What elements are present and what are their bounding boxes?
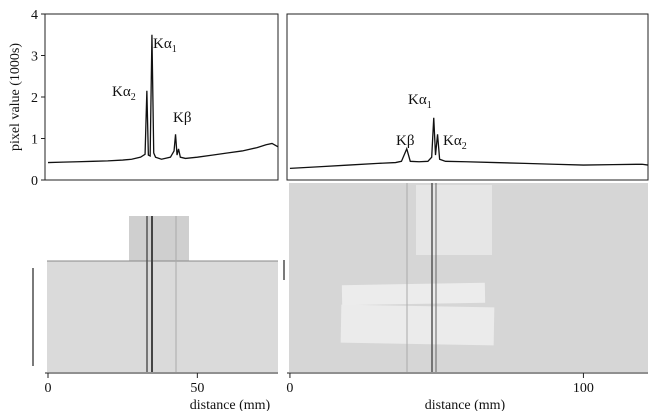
annotation-text: Kα xyxy=(408,92,427,108)
peak-annotation: Kβ xyxy=(396,133,414,149)
x-tick-label: 50 xyxy=(190,381,204,396)
image-block xyxy=(47,261,278,372)
annotation-subscript: 2 xyxy=(462,141,467,152)
peak-annotation: Kα2 xyxy=(443,133,467,152)
y-tick-label: 2 xyxy=(31,91,38,106)
x-tick-label: 0 xyxy=(286,381,293,396)
image-block xyxy=(341,282,486,306)
peak-annotation: Kα2 xyxy=(112,84,136,103)
image-block xyxy=(129,216,189,261)
right-detector-image xyxy=(289,183,648,372)
y-axis-label: pixel value (1000s) xyxy=(8,43,23,151)
y-tick-label: 3 xyxy=(31,50,38,65)
y-tick-label: 0 xyxy=(31,174,38,189)
image-block xyxy=(340,304,495,346)
plot-frame xyxy=(286,13,649,181)
x-axis-label: distance (mm) xyxy=(190,398,271,411)
x-axis-label: distance (mm) xyxy=(425,398,506,411)
annotation-subscript: 2 xyxy=(131,92,136,103)
annotation-text: Kα xyxy=(112,84,131,100)
annotation-text: Kβ xyxy=(173,110,191,126)
peak-annotation: Kα1 xyxy=(408,92,432,111)
annotation-subscript: 1 xyxy=(427,100,432,111)
annotation-text: Kα xyxy=(443,133,462,149)
x-tick-label: 100 xyxy=(573,381,594,396)
annotation-text: Kα xyxy=(153,36,172,52)
y-tick-label: 1 xyxy=(31,133,38,148)
peak-annotation: Kα1 xyxy=(153,36,177,55)
y-tick-label: 4 xyxy=(31,8,38,23)
annotation-text: Kβ xyxy=(396,133,414,149)
spectrum-line xyxy=(289,117,649,170)
peak-annotation: Kβ xyxy=(173,110,191,126)
x-tick-label: 0 xyxy=(44,381,51,396)
image-block xyxy=(416,185,492,255)
annotation-subscript: 1 xyxy=(172,44,177,55)
left-detector-image xyxy=(32,216,285,372)
spectrum-line xyxy=(47,34,279,164)
